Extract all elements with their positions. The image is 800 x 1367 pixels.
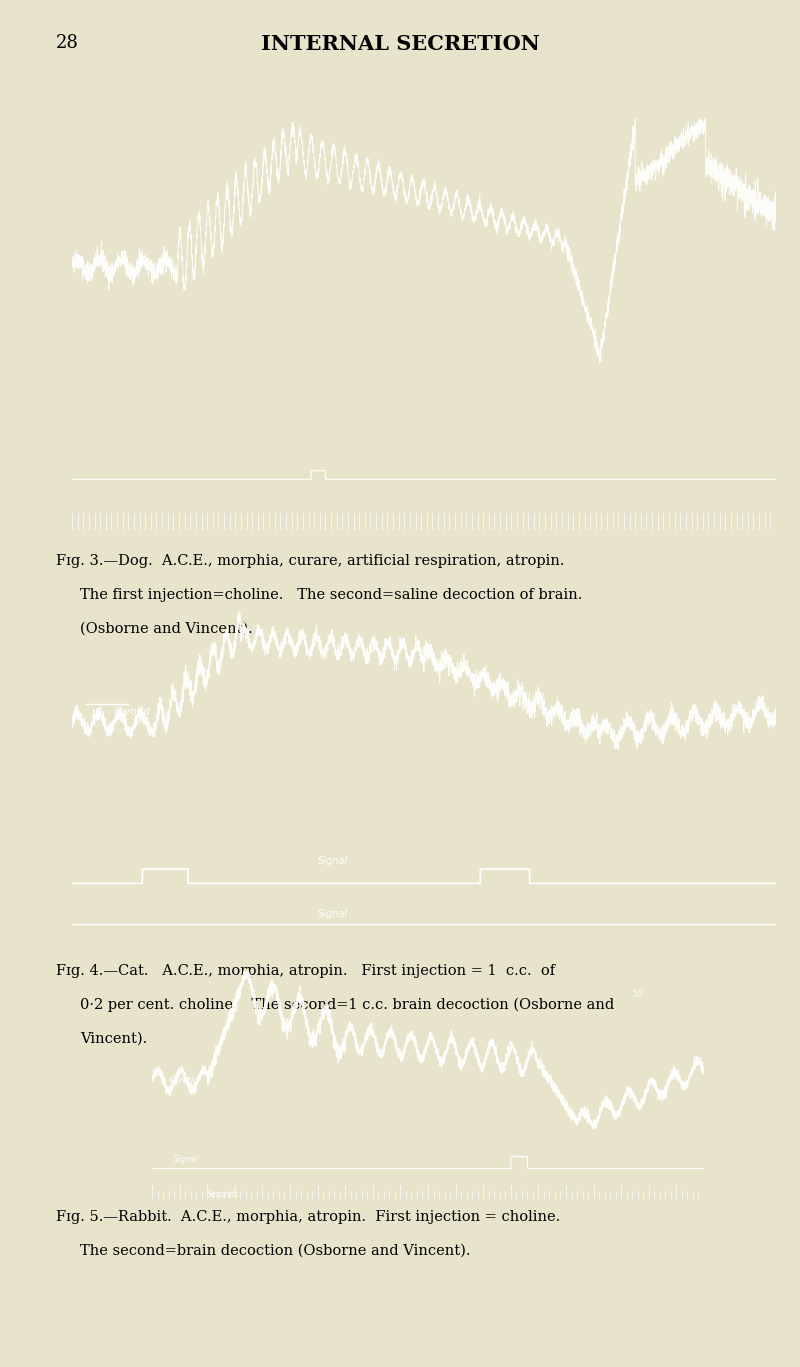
Text: Seconds: Seconds xyxy=(207,1191,239,1199)
Text: Signal: Signal xyxy=(318,856,349,867)
Text: Vincent).: Vincent). xyxy=(80,1032,147,1046)
Text: Fɪg. 5.—Rabbit.  A.C.E., morphia, atropin.  First injection = choline.: Fɪg. 5.—Rabbit. A.C.E., morphia, atropin… xyxy=(56,1210,560,1223)
Text: Fɪg. 4.—Cat.   A.C.E., morphia, atropin.   First injection = 1  c.c.  of: Fɪg. 4.—Cat. A.C.E., morphia, atropin. F… xyxy=(56,964,555,977)
Text: Carotid: Carotid xyxy=(169,1076,199,1085)
Text: 0·2 per cent. choline.   The second=1 c.c. brain decoction (Osborne and: 0·2 per cent. choline. The second=1 c.c.… xyxy=(80,998,614,1013)
Text: 28: 28 xyxy=(56,34,79,52)
Text: 10: 10 xyxy=(632,991,642,999)
Text: Fɪg. 3.—Dog.  A.C.E., morphia, curare, artificial respiration, atropin.: Fɪg. 3.—Dog. A.C.E., morphia, curare, ar… xyxy=(56,554,565,567)
Text: INTERNAL SECRETION: INTERNAL SECRETION xyxy=(261,34,539,55)
Text: (Osborne and Vincent).: (Osborne and Vincent). xyxy=(80,622,253,636)
Text: Signal: Signal xyxy=(318,909,349,919)
Text: Signal: Signal xyxy=(174,1155,198,1165)
Text: The first injection=choline.   The second=saline decoction of brain.: The first injection=choline. The second=… xyxy=(80,588,582,601)
Text: The second=brain decoction (Osborne and Vincent).: The second=brain decoction (Osborne and … xyxy=(80,1244,470,1258)
Text: Carotid: Carotid xyxy=(114,707,150,718)
